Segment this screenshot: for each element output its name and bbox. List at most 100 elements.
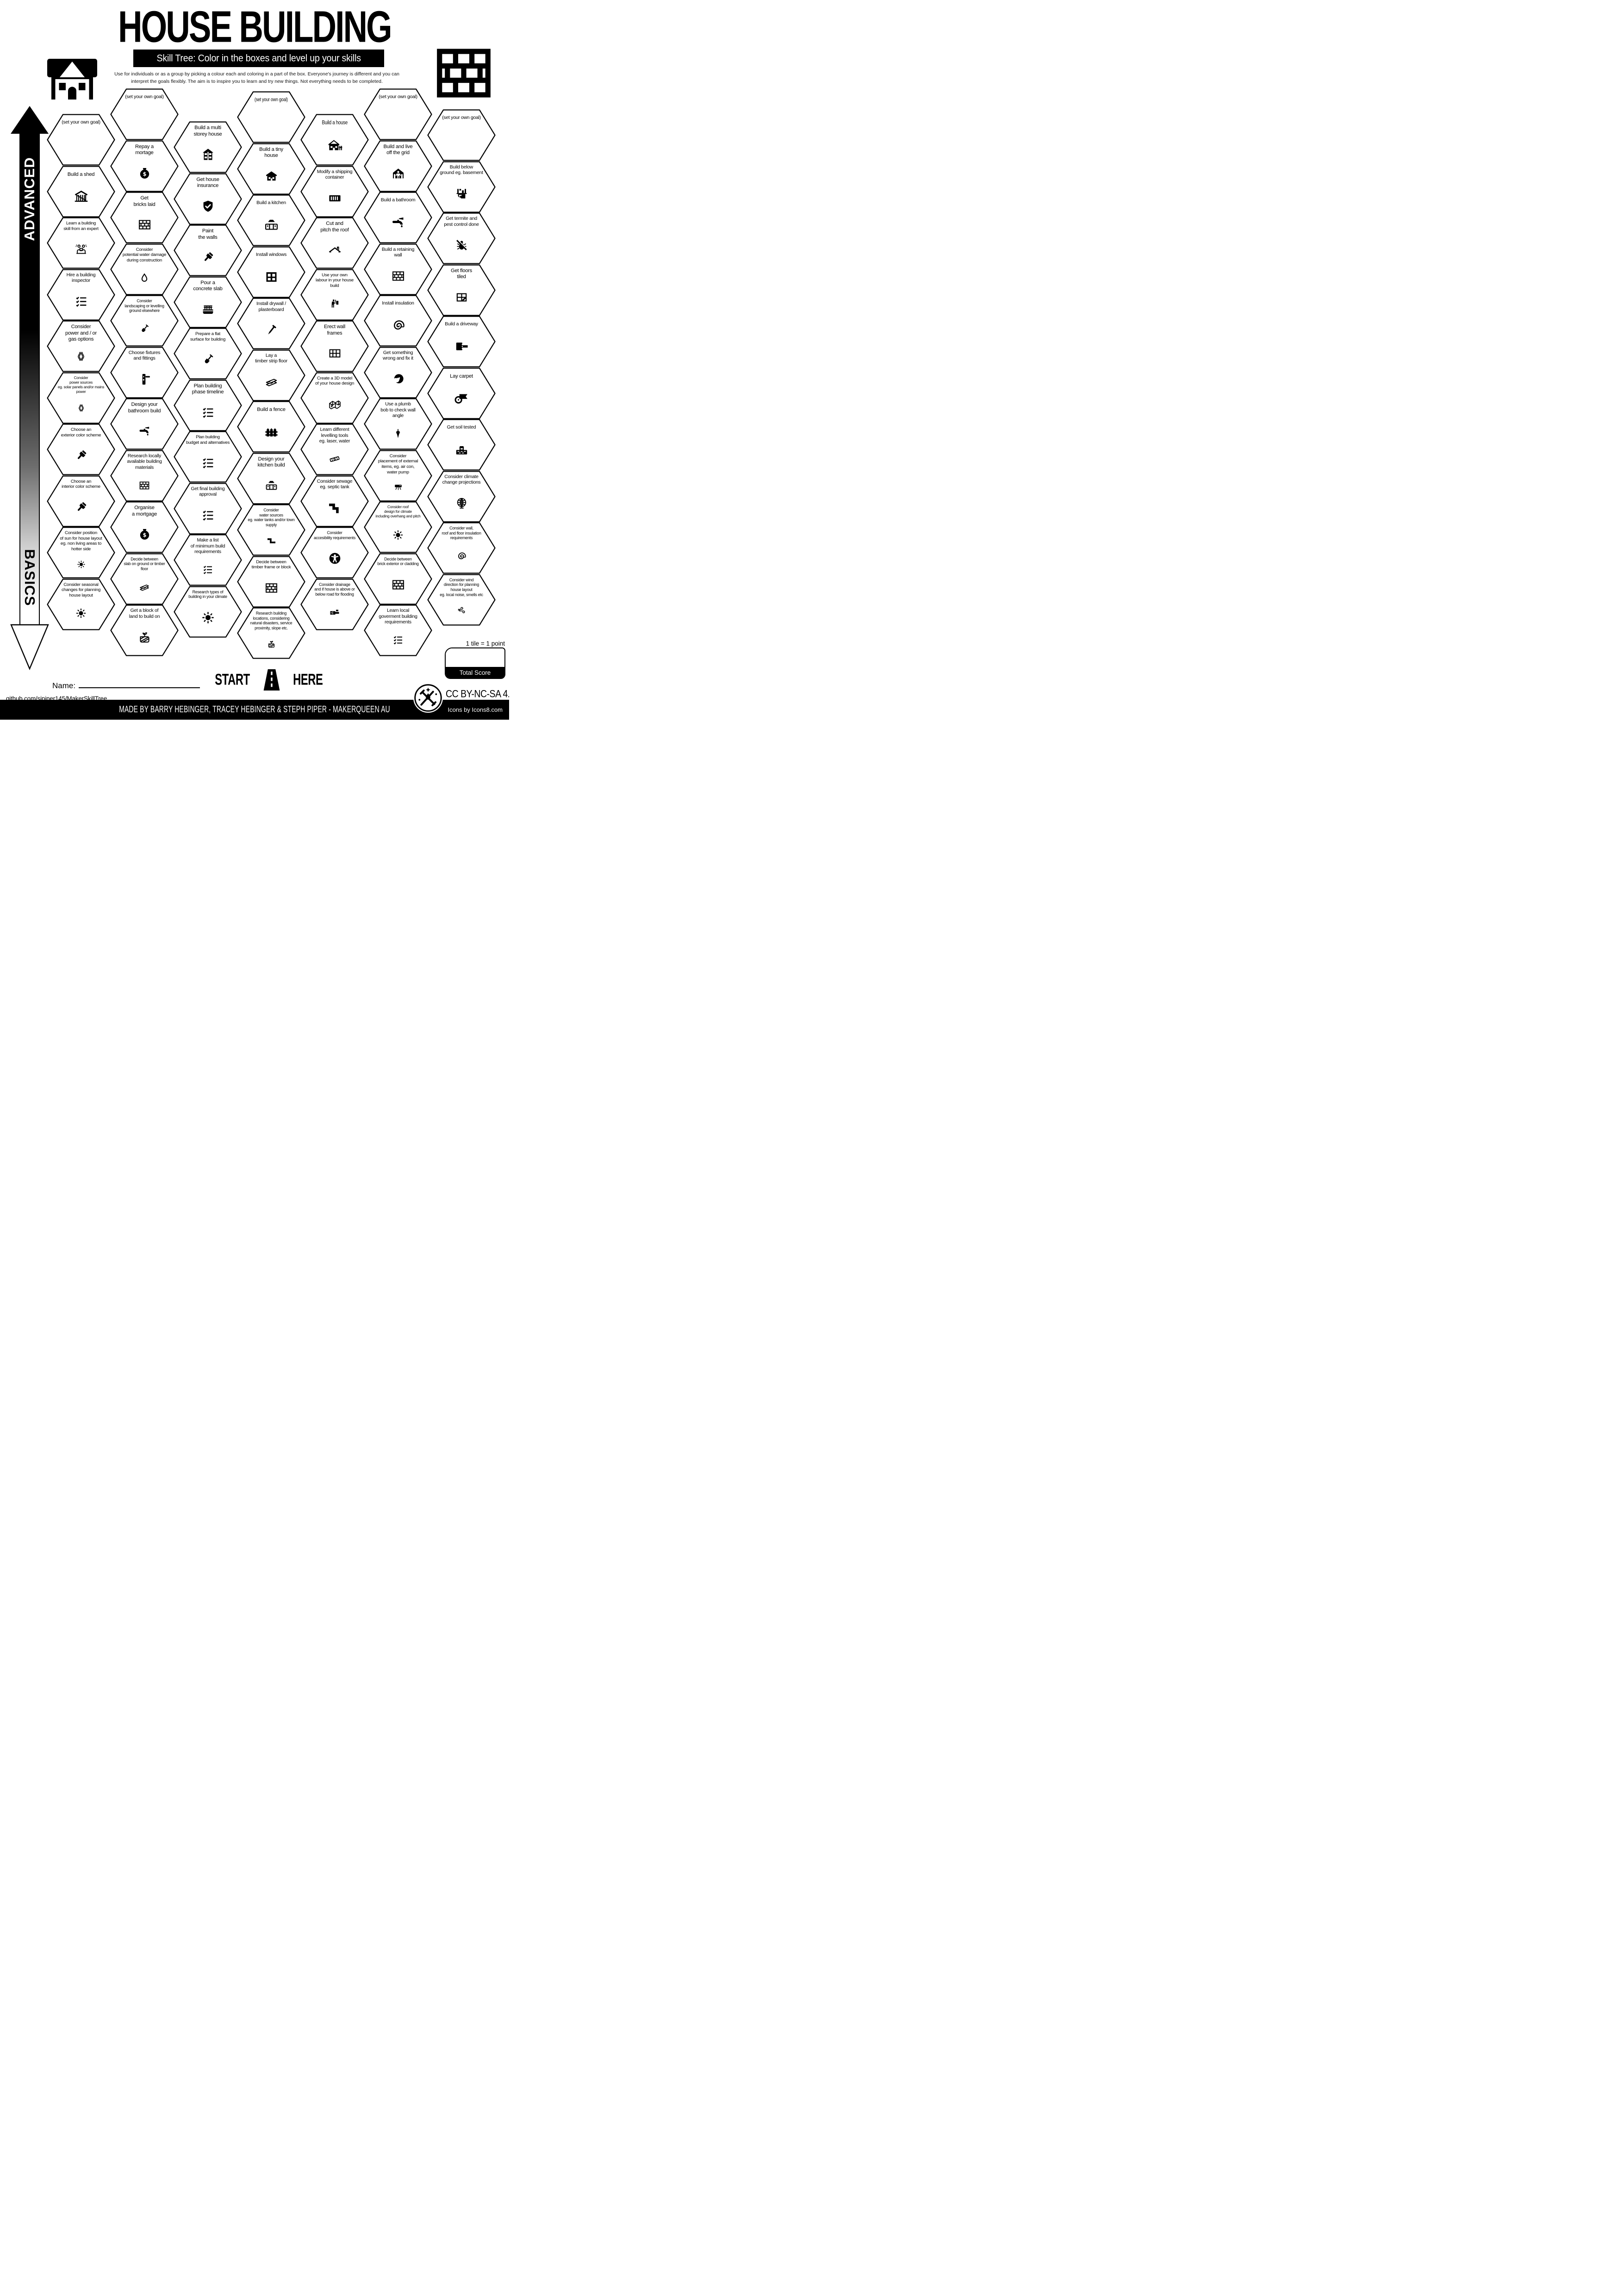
tile-label: Prepare a flat surface for building xyxy=(190,331,226,342)
skill-tile[interactable]: Research types of building in your clima… xyxy=(174,585,242,638)
sewage-pipe-icon xyxy=(328,491,342,525)
skill-tile[interactable]: Consider placement of external items, eg… xyxy=(364,449,432,502)
tile-content: Lay a timber strip floor xyxy=(243,349,299,399)
skill-tile[interactable]: Lay carpet xyxy=(427,367,496,419)
skill-tile[interactable]: Use a plumb bob to check wall angle xyxy=(364,398,432,450)
skill-tile[interactable]: Consider roof design for climate includi… xyxy=(364,501,432,553)
skill-tile[interactable]: Install drywall / plasterboard xyxy=(237,298,305,349)
skill-tile[interactable]: Make a list of minimum build requirement… xyxy=(174,534,242,586)
score-input-area[interactable] xyxy=(446,648,504,667)
skill-tile[interactable]: Get house insurance xyxy=(174,173,242,225)
skill-tile[interactable]: Consider potential water damage during c… xyxy=(110,243,179,295)
skill-tile[interactable]: Research locally available building mate… xyxy=(110,449,179,502)
skill-tile[interactable]: Learn a building skill from an expert xyxy=(47,217,115,269)
skill-tile[interactable]: Install insulation xyxy=(364,295,432,347)
skill-tile[interactable]: Get soil tested xyxy=(427,419,496,471)
drainage-pipe-icon xyxy=(329,597,340,628)
goal-tile[interactable]: (set your own goal) xyxy=(47,114,115,166)
skill-tile[interactable]: Build a fence xyxy=(237,401,305,453)
goal-tile[interactable]: (set your own goal) xyxy=(427,109,496,161)
shipping-container-icon xyxy=(328,181,342,216)
skill-tile[interactable]: Erect wall frames xyxy=(300,320,369,372)
tile-content: Build a shed xyxy=(53,166,109,216)
total-score-box[interactable]: Total Score xyxy=(445,647,505,679)
svg-text:$: $ xyxy=(143,532,146,538)
skill-tile[interactable]: Build a retaining wall xyxy=(364,243,432,295)
skill-tile[interactable]: Design your bathroom build xyxy=(110,398,179,450)
skill-tile[interactable]: Get a block of land to build on xyxy=(110,604,179,656)
hexagon-outline xyxy=(300,372,369,424)
skill-tile[interactable]: Choose fixtures and fittings xyxy=(110,346,179,398)
shovel-icon xyxy=(139,313,150,345)
skill-tile[interactable]: Learn local goverment building requireme… xyxy=(364,604,432,656)
skill-tile[interactable]: Build and live off the grid xyxy=(364,140,432,192)
skill-tile[interactable]: Build a driveway xyxy=(427,316,496,367)
skill-tile[interactable]: Get something wrong and fix it xyxy=(364,346,432,398)
skill-tile[interactable]: Paint the walls xyxy=(174,224,242,276)
skill-tile[interactable]: Decide between brick exterior or claddin… xyxy=(364,553,432,605)
skill-tile[interactable]: Consider landscaping or levelling ground… xyxy=(110,295,179,347)
skill-tile[interactable]: Pour a concrete slab xyxy=(174,276,242,328)
skill-tile[interactable]: Cut and pitch the roof xyxy=(300,217,369,269)
skill-tile[interactable]: Lay a timber strip floor xyxy=(237,349,305,401)
skill-tile[interactable]: Get floors tiled xyxy=(427,264,496,316)
tile-content: Get floors tiled xyxy=(434,264,489,314)
skill-tile[interactable]: Install windows xyxy=(237,246,305,298)
tile-content: Decide between brick exterior or claddin… xyxy=(370,553,426,603)
skill-tile[interactable]: Consider climate change projections xyxy=(427,470,496,523)
skill-tile[interactable]: Use your own labour in your house build xyxy=(300,268,369,321)
skill-tile[interactable]: Choose an interior color scheme xyxy=(47,475,115,527)
goal-tile[interactable]: (set your own goal) xyxy=(364,88,432,140)
checklist-icon xyxy=(202,555,213,584)
tile-label: Make a list of minimum build requirement… xyxy=(190,538,225,555)
skill-tile[interactable]: Consider accesibility requirements xyxy=(300,527,369,579)
hexagon-outline xyxy=(427,367,496,419)
skill-tile[interactable]: Organise a mortgage $ xyxy=(110,501,179,553)
house-logo-icon xyxy=(47,59,97,100)
skill-tile[interactable]: Modify a shipping container xyxy=(300,165,369,218)
skill-tile[interactable]: Consider power and / or gas options xyxy=(47,320,115,372)
tile-content: Get final building approval xyxy=(180,483,236,533)
name-input-line[interactable] xyxy=(79,681,200,688)
skill-tile[interactable]: Decide between slab on ground or timber … xyxy=(110,553,179,605)
skill-tile[interactable]: Plan building budget and alternatives xyxy=(174,431,242,483)
tile-label: Build and live off the grid xyxy=(383,143,413,156)
skill-tile[interactable]: Design your kitchen build xyxy=(237,452,305,504)
skill-tile[interactable]: Decide between timber frame or block xyxy=(237,555,305,608)
skill-tile[interactable]: Get bricks laid xyxy=(110,192,179,243)
skill-tile[interactable]: Build a shed xyxy=(47,165,115,218)
skill-tile[interactable]: Get termite and pest control done xyxy=(427,212,496,264)
roof-icon xyxy=(328,233,342,267)
skill-tile[interactable]: Consider seasonal changes for planning h… xyxy=(47,578,115,630)
skill-tile[interactable]: Build a multi storey house xyxy=(174,121,242,173)
skill-tile[interactable]: Research building locations, considering… xyxy=(237,607,305,659)
skill-tile[interactable]: Learn different levelling tools eg. lase… xyxy=(300,423,369,475)
skill-tile[interactable]: Consider wall, roof and floor insulation… xyxy=(427,522,496,574)
skill-tile[interactable]: Consider water sources eg. water tanks a… xyxy=(237,504,305,556)
skill-tile[interactable]: Plan building phase timeline xyxy=(174,379,242,431)
tile-label: (set your own goal) xyxy=(379,94,417,100)
skill-tile[interactable]: Consider power sources eg. solar panels … xyxy=(47,372,115,424)
skill-tile[interactable]: Consider position of sun for house layou… xyxy=(47,527,115,579)
skill-tile[interactable]: Get final building approval xyxy=(174,482,242,535)
skill-tile[interactable]: Prepare a flat surface for building xyxy=(174,328,242,380)
tile-content: Learn different levelling tools eg. lase… xyxy=(307,423,362,473)
skill-tile[interactable]: Build below ground eg. basement xyxy=(427,161,496,213)
skill-tile[interactable]: Choose an exterior color scheme xyxy=(47,423,115,475)
skill-tile[interactable]: Consider wind direction for planning hou… xyxy=(427,573,496,626)
tile-label: Decide between timber frame or block xyxy=(251,559,291,570)
skill-tile[interactable]: Build a house xyxy=(300,114,369,166)
skill-tile[interactable]: Create a 3D model of your house design xyxy=(300,372,369,424)
skill-tile[interactable]: Hire a building inspector xyxy=(47,268,115,321)
skill-tile[interactable]: Repay a mortage $ xyxy=(110,140,179,192)
goal-tile[interactable]: (set your own goal) xyxy=(110,88,179,140)
goal-tile[interactable]: (set your own goal) xyxy=(237,91,305,143)
skill-tile[interactable]: Build a bathroom xyxy=(364,192,432,243)
accessibility-icon xyxy=(328,540,342,577)
tile-content: Consider wind direction for planning hou… xyxy=(434,574,489,624)
skill-tile[interactable]: Consider drainage and if house is above … xyxy=(300,578,369,630)
name-label: Name: xyxy=(52,681,76,690)
skill-tile[interactable]: Build a tiny house xyxy=(237,143,305,195)
skill-tile[interactable]: Build a kitchen xyxy=(237,194,305,246)
skill-tile[interactable]: Consider sewage eg. septic tank xyxy=(300,475,369,527)
